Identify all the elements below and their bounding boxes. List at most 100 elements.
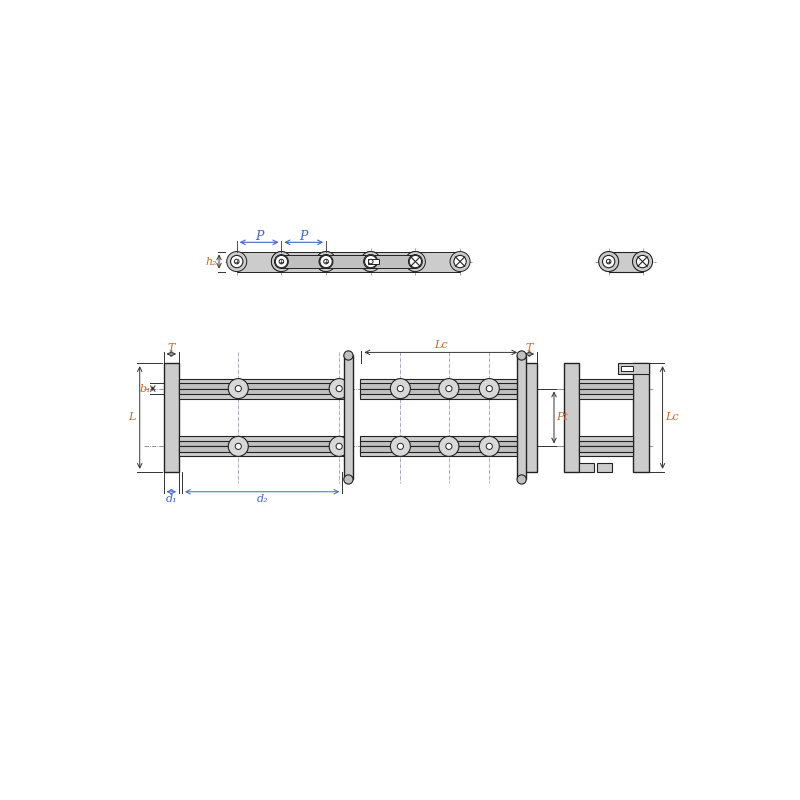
- Text: T: T: [168, 342, 175, 353]
- Circle shape: [486, 386, 492, 392]
- Circle shape: [364, 254, 378, 269]
- Bar: [360, 392, 522, 398]
- Bar: [179, 450, 349, 456]
- Circle shape: [329, 436, 349, 456]
- Bar: [579, 441, 634, 446]
- Circle shape: [479, 378, 499, 398]
- Circle shape: [633, 251, 653, 271]
- Circle shape: [486, 443, 492, 450]
- Circle shape: [390, 436, 410, 456]
- Circle shape: [320, 255, 332, 268]
- Circle shape: [324, 259, 328, 264]
- Circle shape: [228, 378, 248, 398]
- Circle shape: [636, 255, 649, 268]
- Circle shape: [398, 443, 403, 450]
- Bar: [579, 389, 634, 394]
- Bar: [179, 441, 349, 446]
- Circle shape: [446, 386, 452, 392]
- Bar: [360, 450, 522, 456]
- Circle shape: [230, 255, 243, 268]
- Bar: [179, 383, 349, 389]
- Bar: [564, 363, 579, 472]
- Circle shape: [361, 251, 381, 271]
- Bar: [282, 254, 326, 269]
- Bar: [360, 441, 522, 446]
- Circle shape: [446, 443, 452, 450]
- Bar: [179, 389, 349, 394]
- Bar: [579, 450, 634, 456]
- Bar: [579, 462, 594, 472]
- Bar: [609, 251, 642, 271]
- Bar: [370, 254, 415, 269]
- Circle shape: [517, 475, 526, 484]
- Circle shape: [450, 251, 470, 271]
- Circle shape: [454, 255, 466, 268]
- Text: h₂: h₂: [206, 257, 217, 266]
- Circle shape: [344, 351, 353, 360]
- Circle shape: [271, 251, 291, 271]
- Circle shape: [235, 443, 242, 450]
- Circle shape: [517, 351, 526, 360]
- Bar: [179, 446, 349, 452]
- Circle shape: [316, 251, 336, 271]
- Bar: [618, 363, 649, 374]
- Circle shape: [406, 251, 426, 271]
- Bar: [634, 363, 649, 472]
- Circle shape: [271, 251, 291, 271]
- Bar: [579, 383, 634, 389]
- Text: Pt: Pt: [556, 413, 568, 422]
- Circle shape: [316, 251, 336, 271]
- Bar: [517, 355, 526, 479]
- Bar: [360, 378, 522, 386]
- Bar: [360, 389, 522, 394]
- Bar: [179, 392, 349, 398]
- Circle shape: [406, 251, 426, 271]
- Circle shape: [369, 259, 373, 264]
- Bar: [579, 392, 634, 398]
- Bar: [344, 355, 353, 479]
- Circle shape: [606, 259, 611, 264]
- Circle shape: [234, 259, 239, 264]
- Bar: [415, 251, 460, 271]
- Bar: [282, 251, 326, 271]
- Text: d₂: d₂: [256, 494, 268, 504]
- Circle shape: [398, 386, 403, 392]
- Circle shape: [439, 378, 459, 398]
- Bar: [179, 436, 349, 443]
- Circle shape: [390, 378, 410, 398]
- Circle shape: [275, 255, 287, 268]
- Circle shape: [279, 259, 284, 264]
- Bar: [360, 436, 522, 443]
- Circle shape: [364, 254, 378, 269]
- Text: Lc: Lc: [434, 341, 448, 350]
- Bar: [360, 383, 522, 389]
- Bar: [360, 446, 522, 452]
- Text: T: T: [526, 342, 533, 353]
- Text: d₁: d₁: [166, 494, 177, 504]
- Circle shape: [274, 254, 288, 269]
- Text: L: L: [128, 413, 136, 422]
- Circle shape: [410, 255, 422, 268]
- Bar: [370, 251, 415, 271]
- Bar: [369, 259, 379, 264]
- Circle shape: [226, 251, 246, 271]
- Circle shape: [319, 254, 333, 269]
- Bar: [179, 378, 349, 386]
- Bar: [237, 251, 282, 271]
- Bar: [597, 462, 612, 472]
- Circle shape: [228, 436, 248, 456]
- Bar: [579, 378, 634, 386]
- Bar: [326, 254, 370, 269]
- Bar: [579, 446, 634, 452]
- Circle shape: [235, 386, 242, 392]
- Circle shape: [344, 475, 353, 484]
- Circle shape: [602, 255, 615, 268]
- Circle shape: [365, 255, 377, 268]
- Bar: [522, 363, 537, 472]
- Circle shape: [598, 251, 618, 271]
- Circle shape: [361, 251, 381, 271]
- Circle shape: [336, 443, 342, 450]
- Text: Lc: Lc: [665, 413, 678, 422]
- Circle shape: [329, 378, 349, 398]
- Circle shape: [336, 386, 342, 392]
